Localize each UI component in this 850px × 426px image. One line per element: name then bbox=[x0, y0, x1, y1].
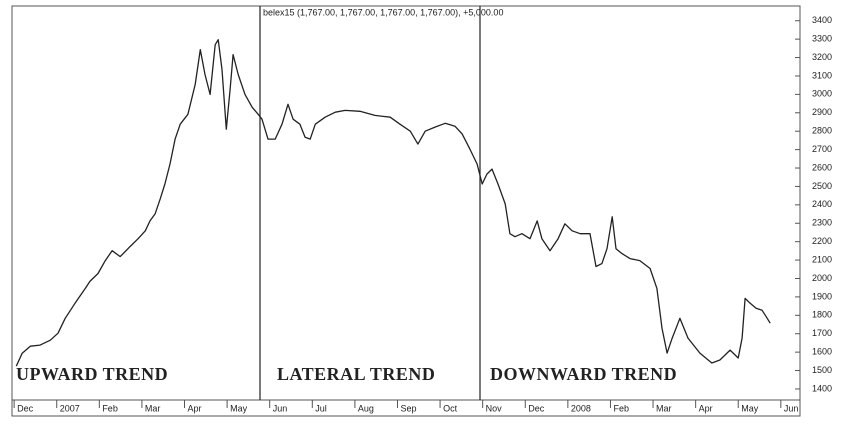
y-tick-label: 2200 bbox=[812, 236, 832, 246]
x-tick-label: 2007 bbox=[60, 403, 80, 413]
y-tick-label: 1700 bbox=[812, 328, 832, 338]
x-tick-label: Apr bbox=[188, 403, 202, 413]
price-line bbox=[15, 39, 771, 367]
annotation: DOWNWARD TREND bbox=[490, 364, 677, 384]
y-tick-label: 1800 bbox=[812, 310, 832, 320]
y-tick-label: 1400 bbox=[812, 383, 832, 393]
x-tick-label: Mar bbox=[656, 403, 672, 413]
y-tick-label: 3000 bbox=[812, 89, 832, 99]
x-tick-label: Mar bbox=[145, 403, 161, 413]
y-tick-label: 2600 bbox=[812, 162, 832, 172]
y-tick-label: 1500 bbox=[812, 365, 832, 375]
x-tick-label: Aug bbox=[358, 403, 374, 413]
y-tick-label: 2900 bbox=[812, 107, 832, 117]
x-tick-label: Dec bbox=[528, 403, 545, 413]
y-tick-label: 2000 bbox=[812, 273, 832, 283]
y-tick-label: 3200 bbox=[812, 52, 832, 62]
y-tick-label: 2100 bbox=[812, 254, 832, 264]
x-tick-label: May bbox=[230, 403, 248, 413]
y-tick-label: 2700 bbox=[812, 144, 832, 154]
x-tick-label: Nov bbox=[486, 403, 503, 413]
y-tick-label: 1600 bbox=[812, 347, 832, 357]
x-tick-label: 2008 bbox=[571, 403, 591, 413]
x-tick-label: Dec bbox=[17, 403, 34, 413]
y-tick-label: 3100 bbox=[812, 70, 832, 80]
y-tick-label: 3300 bbox=[812, 34, 832, 44]
x-tick-label: Jul bbox=[315, 403, 327, 413]
x-tick-label: Jun bbox=[784, 403, 799, 413]
annotation: UPWARD TREND bbox=[16, 364, 168, 384]
y-tick-label: 2300 bbox=[812, 218, 832, 228]
x-tick-label: Oct bbox=[443, 403, 458, 413]
plot-frame bbox=[11, 5, 801, 417]
y-tick-label: 3400 bbox=[812, 15, 832, 25]
annotation: LATERAL TREND bbox=[277, 364, 435, 384]
x-tick-label: Apr bbox=[699, 403, 713, 413]
x-tick-label: Sep bbox=[400, 403, 416, 413]
y-tick-label: 2800 bbox=[812, 126, 832, 136]
x-tick-label: May bbox=[741, 403, 759, 413]
y-tick-label: 2500 bbox=[812, 181, 832, 191]
y-tick-label: 1900 bbox=[812, 291, 832, 301]
x-tick-label: Jun bbox=[273, 403, 288, 413]
x-tick-label: Feb bbox=[102, 403, 118, 413]
y-tick-label: 2400 bbox=[812, 199, 832, 209]
chart-title: belex15 (1,767.00, 1,767.00, 1,767.00, 1… bbox=[263, 7, 503, 17]
x-tick-label: Feb bbox=[613, 403, 629, 413]
